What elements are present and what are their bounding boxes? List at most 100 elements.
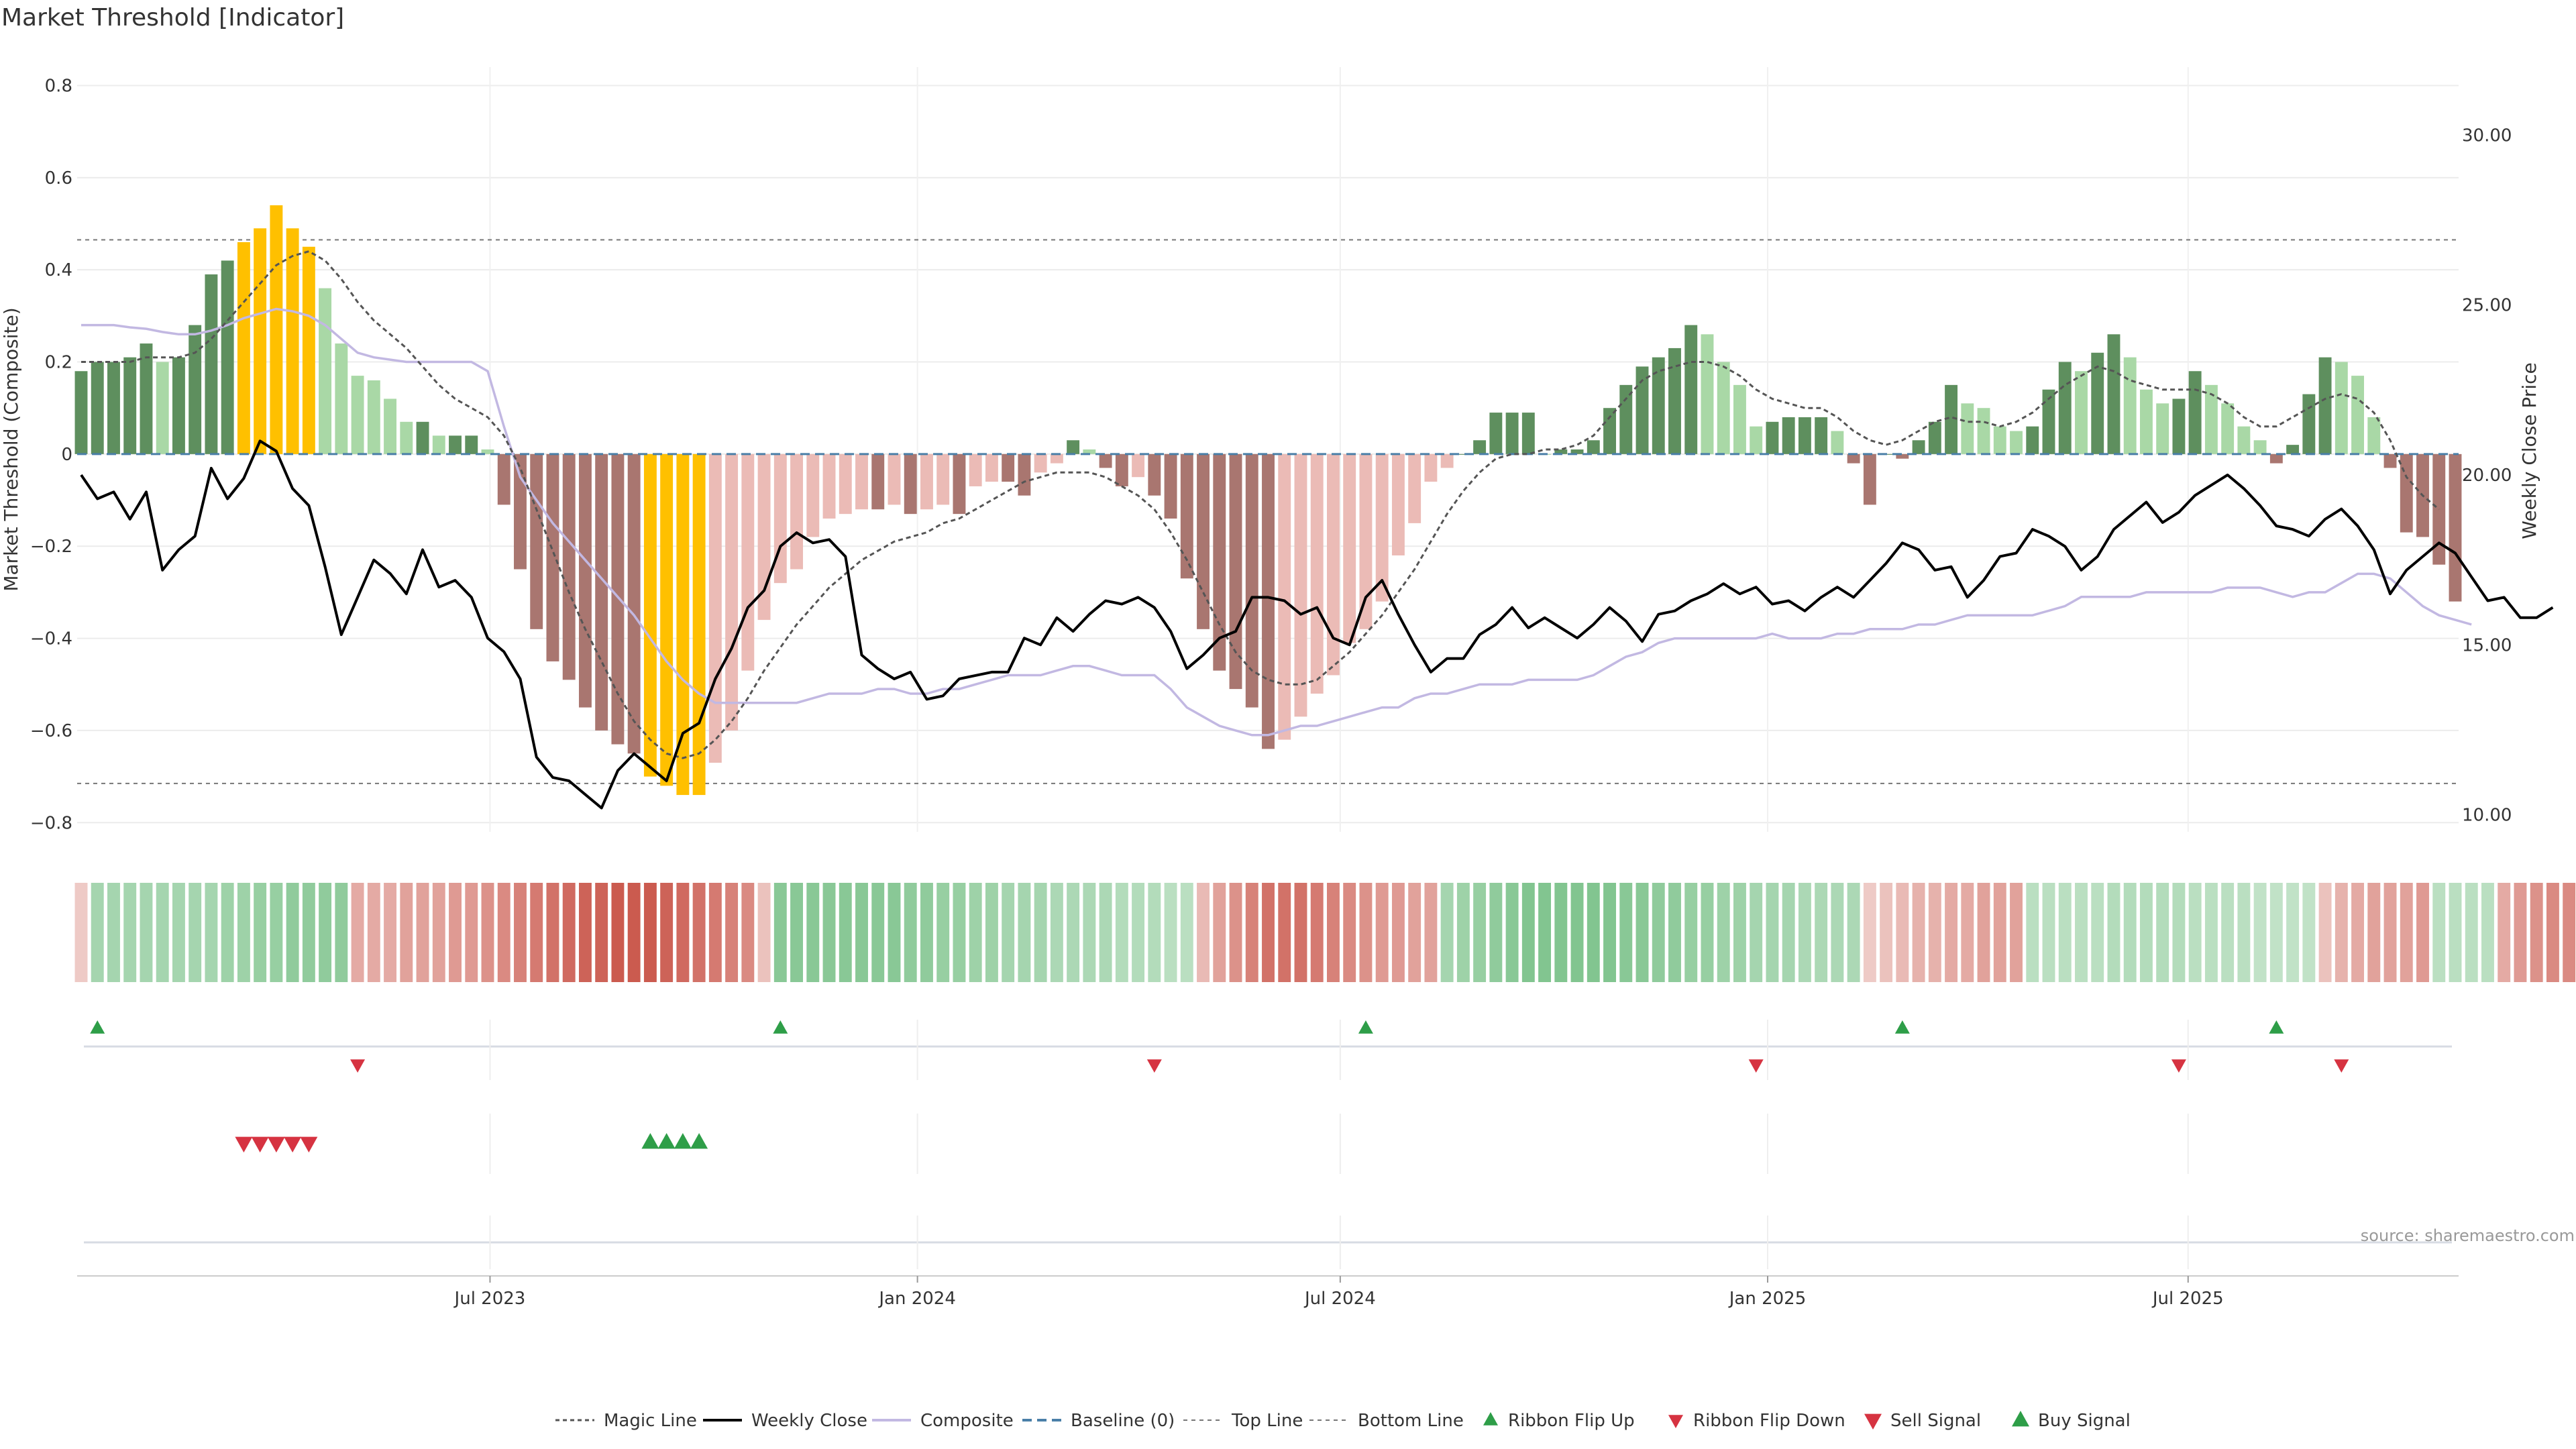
ribbon-cell [481,883,494,982]
composite-bar [936,453,950,505]
composite-bar [481,449,494,454]
ribbon-cell [1521,883,1535,982]
ribbon-cell [904,883,917,982]
composite-bar [2172,398,2186,454]
composite-bar [1180,453,1193,579]
composite-bar [2156,403,2169,454]
signal-panels [84,1020,2452,1269]
legend-label: Weekly Close [751,1411,867,1431]
composite-bar [2367,417,2381,454]
buy-signal-marker [674,1133,692,1149]
ribbon-flip-up-marker [2269,1020,2284,1034]
ribbon-cell [2563,883,2576,982]
ribbon-cell [1554,883,1568,982]
composite-bar [578,453,592,708]
ribbon-cell [2075,883,2088,982]
composite-bar [107,362,120,454]
ribbon-cell [1473,883,1487,982]
composite-bar [627,453,641,754]
ribbon-cell [2139,883,2153,982]
weekly-close-line [80,439,2554,810]
ribbon-cell [1132,883,1145,982]
composite-bar [1831,431,1844,454]
composite-bar [1521,413,1535,454]
ribbon-cell [514,883,527,982]
composite-bar [2139,389,2153,454]
composite-bar [611,453,625,745]
ribbon-cell [969,883,982,982]
legend: Magic Line Weekly Close Composite Baseline … [555,1411,2131,1431]
ribbon-cell [2465,883,2478,982]
ribbon-cell [1002,883,1015,982]
legend-swatch [1483,1412,1498,1426]
composite-bar [2449,453,2462,602]
composite-bar [822,453,836,519]
ribbon-cell [2449,883,2462,982]
ribbon-cell [2383,883,2397,982]
composite-bar [2188,371,2202,454]
composite-bar [1310,453,1324,694]
ribbon-cell [74,883,88,982]
ribbon-cell [2400,883,2413,982]
sell-signal-marker [300,1136,318,1152]
source-note: source: sharemaestro.com [2361,1226,2575,1245]
legend-label: Ribbon Flip Down [1693,1411,1845,1431]
ribbon-cell [1310,883,1324,982]
legend-label: Magic Line [604,1411,697,1431]
sell-signal-marker [251,1136,269,1152]
ribbon-cell [530,883,543,982]
composite-bar [335,343,348,454]
ribbon-cell [708,883,722,982]
ribbon-cell [1180,883,1193,982]
composite-bar [2058,362,2072,454]
ribbon-cell [839,883,852,982]
composite-bar [1701,334,1714,454]
composite-bar [953,453,966,515]
composite-bar [1408,453,1421,523]
threshold-lines [77,239,2459,784]
composite-bar [319,288,332,454]
ribbon-cell [1359,883,1373,982]
ribbon-cell [1245,883,1258,982]
ribbon-cell [1164,883,1177,982]
x-tick-label: Jan 2025 [1728,1289,1807,1309]
ribbon-cell [1050,883,1063,982]
left-tick-label: 0.2 [45,353,72,373]
buy-signal-marker [657,1133,676,1149]
composite-bar [449,435,462,454]
composite-bar [1717,362,1730,454]
composite-bar [1766,421,1779,454]
legend-label: Ribbon Flip Up [1508,1411,1635,1431]
ribbon-cell [790,883,804,982]
ribbon-cell [1018,883,1031,982]
composite-bar [969,453,982,486]
legend-label: Composite [920,1411,1014,1431]
ribbon-cell [416,883,429,982]
ribbon-cell [2432,883,2446,982]
composite-bar [2302,394,2316,454]
composite-bar [1375,453,1389,602]
ribbon-cell [773,883,787,982]
composite-bar [237,241,250,454]
ribbon-cell [1538,883,1552,982]
composite-bar [1391,453,1405,555]
composite-bar [676,453,690,796]
ribbon-cell [2351,883,2365,982]
ribbon-cell [2107,883,2121,982]
composite-bar [2221,403,2235,454]
composite-bar [1002,453,1015,482]
sell-signal-marker [235,1136,253,1152]
ribbon-cell [1782,883,1795,982]
composite-bar [1993,426,2006,454]
ribbon-cell [2123,883,2137,982]
ribbon-cell [757,883,771,982]
ribbon-flip-down-marker [350,1059,366,1073]
ribbon-strip [74,883,2576,982]
ribbon-cell [1993,883,2006,982]
composite-bar [1587,440,1600,454]
composite-bar [1018,453,1031,496]
composite-bar [1262,453,1275,749]
composite-bar [384,398,397,454]
composite-bar [2204,384,2218,454]
ribbon-cell [595,883,608,982]
